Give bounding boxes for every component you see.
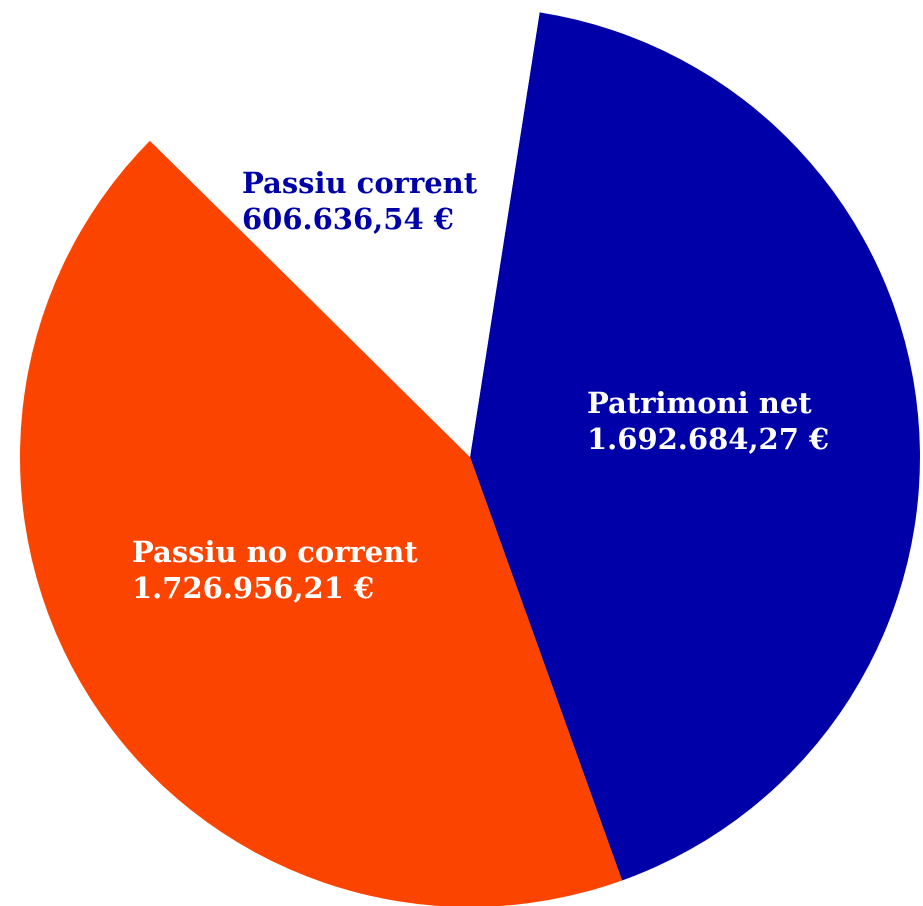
slice-value-patrimoni-net: 1.692.684,27 € — [587, 422, 829, 456]
slice-label-patrimoni-net: Patrimoni net — [587, 386, 812, 420]
slice-passiu-corrent — [149, 7, 540, 458]
slice-label-passiu-no-corrent: Passiu no corrent — [132, 535, 418, 569]
slice-label-passiu-corrent: Passiu corrent — [242, 166, 478, 200]
slice-patrimoni-net — [470, 12, 920, 881]
slice-value-passiu-corrent: 606.636,54 € — [242, 202, 454, 236]
slice-value-passiu-no-corrent: 1.726.956,21 € — [132, 571, 374, 605]
slice-passiu-no-corrent — [19, 140, 623, 906]
pie-slices — [19, 7, 920, 906]
